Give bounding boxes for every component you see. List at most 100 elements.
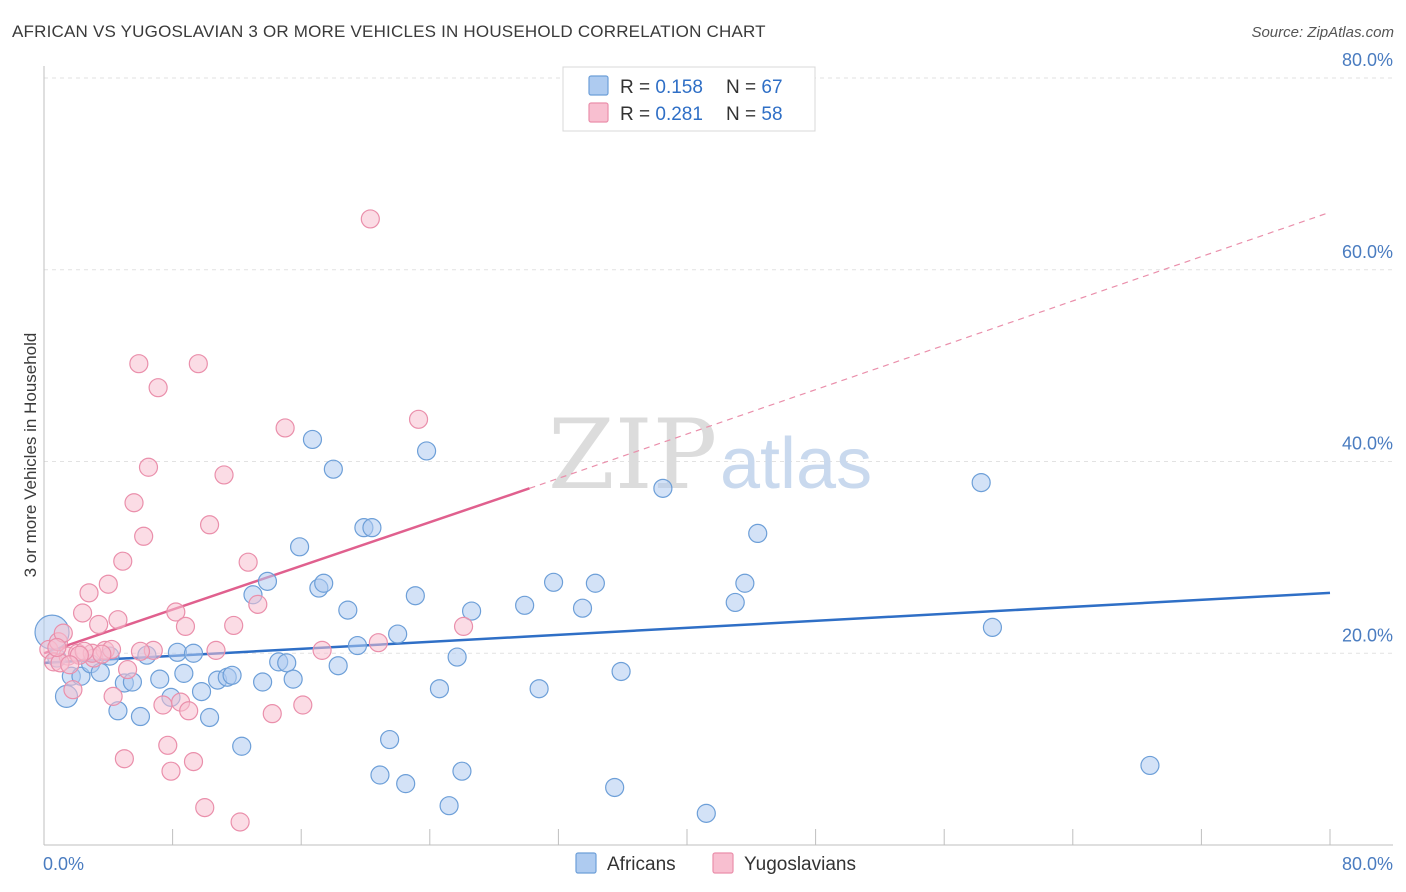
point-africans-46 [429, 679, 450, 699]
point-africans-13 [150, 669, 170, 689]
point-africans-35 [328, 656, 348, 676]
trend-line-africans [43, 591, 1331, 665]
point-yugoslavians-26 [166, 602, 186, 622]
axes [43, 66, 1393, 846]
point-yugoslavians-45 [368, 633, 388, 653]
point-yugoslavians-7 [72, 603, 93, 623]
point-africans-23 [232, 736, 252, 756]
point-yugoslavians-24 [158, 735, 178, 755]
point-yugoslavians-42 [293, 695, 313, 715]
legend-bottom-yugoslavians: Yugoslavians [744, 854, 856, 875]
point-africans-49 [452, 761, 472, 781]
point-yugoslavians-25 [161, 761, 181, 781]
point-yugoslavians-28 [175, 616, 196, 637]
point-africans-19 [199, 707, 220, 728]
point-africans-33 [314, 573, 334, 593]
point-africans-58 [653, 478, 673, 498]
point-africans-31 [302, 429, 323, 450]
legend-n-value: 58 [761, 104, 782, 125]
point-africans-41 [380, 729, 400, 750]
legend-n-africans: N = 67 [726, 77, 783, 98]
point-yugoslavians-8 [79, 583, 99, 603]
point-yugoslavians-20 [138, 457, 159, 477]
y-tick-labels: 20.0% 40.0% 60.0% 80.0% [1342, 50, 1393, 645]
point-yugoslavians-31 [188, 354, 208, 374]
data-points [34, 209, 1160, 832]
legend-top: R = 0.158 N = 67 R = 0.281 N = 58 [562, 66, 816, 132]
point-africans-25 [253, 672, 273, 692]
point-africans-39 [362, 518, 382, 538]
x-tick-max: 80.0% [1342, 854, 1393, 874]
point-africans-50 [461, 601, 482, 621]
point-yugoslavians-22 [148, 378, 168, 398]
point-yugoslavians-5 [63, 680, 83, 700]
point-africans-48 [447, 647, 467, 667]
point-yugoslavians-23 [153, 695, 173, 715]
point-africans-54 [572, 598, 593, 618]
point-yugoslavians-12 [98, 574, 118, 594]
point-yugoslavians-29 [179, 701, 199, 721]
point-africans-36 [338, 600, 358, 620]
legend-r-label: R = [620, 104, 655, 125]
legend-bottom: Africans Yugoslavians [575, 852, 856, 875]
point-africans-52 [529, 679, 549, 699]
point-yugoslavians-17 [124, 493, 144, 513]
point-yugoslavians-16 [117, 659, 138, 680]
point-yugoslavians-47 [453, 616, 474, 637]
point-yugoslavians-38 [238, 552, 258, 572]
y-tick-label-3: 80.0% [1342, 50, 1393, 70]
point-africans-37 [347, 635, 368, 656]
point-yugoslavians-14 [108, 610, 128, 630]
point-yugoslavians-54 [47, 637, 67, 658]
legend-swatch-africans [588, 75, 609, 96]
legend-bottom-swatch-africans [575, 852, 597, 874]
point-yugoslavians-55 [92, 644, 112, 664]
legend-r-label: R = [620, 77, 655, 98]
legend-r-value: 0.281 [655, 104, 703, 125]
point-yugoslavians-15 [113, 551, 133, 571]
point-yugoslavians-46 [408, 409, 429, 429]
watermark-atlas: atlas [720, 424, 872, 504]
legend-r-value: 0.158 [655, 77, 703, 98]
point-africans-60 [725, 592, 745, 613]
legend-swatch-yugoslavians [588, 102, 609, 123]
point-africans-28 [277, 653, 297, 673]
point-yugoslavians-18 [129, 354, 149, 374]
point-africans-64 [982, 617, 1003, 637]
point-africans-55 [585, 573, 605, 593]
point-africans-57 [611, 661, 631, 682]
point-africans-30 [289, 537, 310, 557]
point-yugoslavians-34 [206, 640, 226, 660]
legend-n-value: 67 [761, 77, 782, 98]
point-yugoslavians-48 [114, 749, 134, 769]
chart-title: AFRICAN VS YUGOSLAVIAN 3 OR MORE VEHICLE… [12, 22, 766, 41]
point-africans-47 [439, 796, 459, 816]
point-africans-34 [323, 459, 343, 479]
point-africans-11 [130, 706, 151, 727]
point-yugoslavians-19 [134, 526, 154, 546]
point-africans-45 [416, 441, 437, 461]
point-yugoslavians-36 [224, 615, 244, 636]
point-africans-15 [167, 642, 188, 662]
trend-line-yugoslavians-extension [529, 211, 1331, 489]
point-yugoslavians-39 [248, 594, 268, 614]
point-yugoslavians-37 [230, 812, 250, 832]
point-africans-42 [388, 624, 408, 644]
x-tick-min: 0.0% [43, 854, 84, 874]
point-africans-44 [405, 586, 425, 606]
point-africans-51 [515, 595, 535, 615]
point-yugoslavians-10 [89, 614, 109, 635]
point-africans-18 [191, 681, 212, 702]
point-africans-17 [183, 643, 204, 663]
point-yugoslavians-43 [312, 640, 332, 660]
legend-n-label: N = [726, 77, 761, 98]
point-africans-62 [748, 523, 768, 544]
point-yugoslavians-13 [103, 686, 123, 706]
point-africans-63 [971, 472, 991, 493]
point-yugoslavians-30 [183, 751, 204, 772]
legend-bottom-swatch-yugoslavians [712, 852, 734, 874]
source-label: Source: ZipAtlas.com [1251, 24, 1394, 41]
legend-n-yugoslavians: N = 58 [726, 104, 783, 125]
watermark-zip: ZIP [548, 399, 717, 511]
